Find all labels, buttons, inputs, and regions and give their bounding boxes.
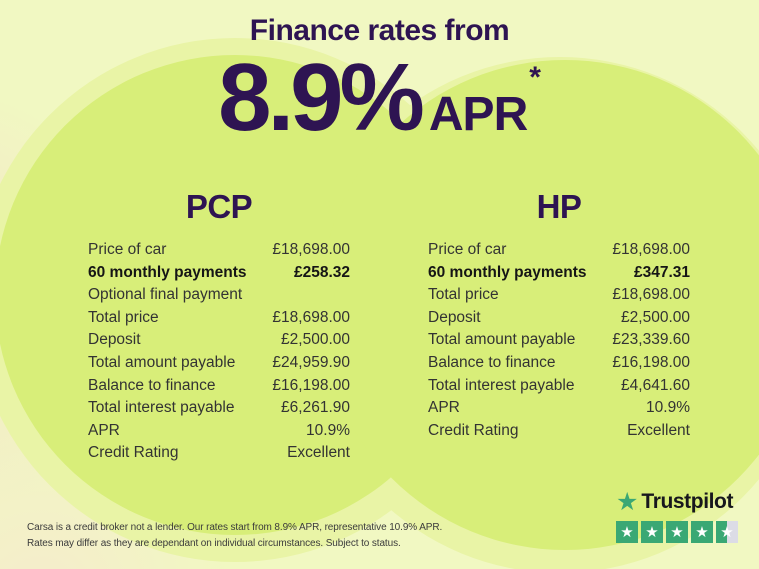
row-label: Total amount payable (88, 353, 236, 371)
table-row: Deposit £2,500.00 (88, 331, 350, 354)
star-box: ★ (716, 521, 738, 543)
decor-circle-right (320, 60, 759, 550)
star-icon: ★ (620, 523, 634, 541)
row-label: Optional final payment (88, 286, 243, 304)
row-label: Deposit (88, 331, 141, 349)
row-label: 60 monthly payments (88, 263, 247, 281)
table-row: Total amount payable £24,959.90 (88, 354, 350, 377)
row-label: Total interest payable (88, 399, 235, 417)
row-value: £2,500.00 (621, 308, 690, 326)
headline-rate: 8.9% APR * (0, 44, 759, 151)
disclaimer-line-1: Carsa is a credit broker not a lender. O… (27, 522, 443, 533)
rate-apr-label: APR (428, 88, 528, 141)
row-value: Excellent (287, 444, 350, 462)
row-value: £16,198.00 (272, 376, 350, 394)
table-row: Total price £18,698.00 (88, 309, 350, 332)
banner-title: Finance rates from (249, 14, 510, 47)
row-label: Credit Rating (428, 421, 519, 439)
star-box: ★ (641, 521, 663, 543)
row-value: £258.32 (293, 263, 350, 281)
row-label: Credit Rating (88, 444, 179, 462)
table-row: APR 10.9% (88, 422, 350, 445)
star-icon: ★ (720, 523, 734, 541)
row-value: £18,698.00 (612, 286, 690, 304)
row-label: Total price (88, 308, 159, 326)
table-row: Total interest payable £6,261.90 (88, 399, 350, 422)
rate-asterisk: * (529, 61, 541, 94)
row-value: £24,959.90 (272, 353, 350, 371)
row-label: Deposit (428, 308, 481, 326)
table-row: Price of car £18,698.00 (428, 241, 690, 264)
row-label: Balance to finance (88, 376, 216, 394)
star-box: ★ (616, 521, 638, 543)
row-value: 10.9% (306, 421, 350, 439)
table-row: Balance to finance £16,198.00 (428, 354, 690, 377)
row-label: Price of car (428, 241, 507, 258)
table-row: 60 monthly payments £258.32 (88, 264, 350, 287)
trustpilot-widget: ★ Trustpilot ★ ★ ★ ★ ★ (616, 490, 746, 543)
table-row: Credit Rating Excellent (428, 422, 690, 445)
trustpilot-logo: ★ Trustpilot (616, 488, 746, 516)
row-value: £18,698.00 (272, 241, 350, 258)
row-value: £23,339.60 (612, 331, 690, 349)
star-icon: ★ (670, 523, 684, 541)
pcp-table: Price of car £18,698.00 60 monthly payme… (88, 241, 350, 467)
row-value: £18,698.00 (612, 241, 690, 258)
star-box: ★ (691, 521, 713, 543)
table-row: APR 10.9% (428, 399, 690, 422)
row-value: Excellent (627, 421, 690, 439)
table-row: Deposit £2,500.00 (428, 309, 690, 332)
row-label: Balance to finance (428, 353, 556, 371)
table-row: Optional final payment (88, 286, 350, 309)
trustpilot-wordmark: Trustpilot (641, 490, 734, 513)
row-label: APR (428, 399, 460, 417)
row-label: Total amount payable (428, 331, 576, 349)
pcp-section: PCP Price of car £18,698.00 60 monthly p… (88, 188, 350, 467)
hp-table: Price of car £18,698.00 60 monthly payme… (428, 241, 690, 444)
legal-disclaimer: Carsa is a credit broker not a lender. O… (27, 520, 507, 552)
star-icon: ★ (645, 523, 659, 541)
row-label: Price of car (88, 241, 167, 258)
table-row: Balance to finance £16,198.00 (88, 377, 350, 400)
pcp-title: PCP (185, 188, 253, 225)
row-value: £2,500.00 (281, 331, 350, 349)
hp-title: HP (536, 188, 582, 225)
star-icon: ★ (695, 523, 709, 541)
trustpilot-star-icon: ★ (616, 488, 639, 516)
table-row: Total interest payable £4,641.60 (428, 377, 690, 400)
disclaimer-line-2: Rates may differ as they are dependant o… (27, 538, 401, 549)
row-value: £347.31 (633, 263, 690, 281)
table-row: Total price £18,698.00 (428, 286, 690, 309)
table-row: Credit Rating Excellent (88, 444, 350, 467)
row-label: Total price (428, 286, 499, 304)
row-value: £6,261.90 (281, 399, 350, 417)
row-label: Total interest payable (428, 376, 575, 394)
trustpilot-rating-stars: ★ ★ ★ ★ ★ (616, 521, 746, 543)
table-row: Total amount payable £23,339.60 (428, 331, 690, 354)
table-row: 60 monthly payments £347.31 (428, 264, 690, 287)
row-value: 10.9% (646, 399, 690, 417)
row-value: £16,198.00 (612, 353, 690, 371)
rate-value: 8.9% (218, 44, 425, 151)
row-value: £4,641.60 (621, 376, 690, 394)
star-box: ★ (666, 521, 688, 543)
table-row: Price of car £18,698.00 (88, 241, 350, 264)
row-label: 60 monthly payments (428, 263, 587, 281)
row-value: £18,698.00 (272, 308, 350, 326)
row-label: APR (88, 421, 120, 439)
hp-section: HP Price of car £18,698.00 60 monthly pa… (428, 188, 690, 444)
